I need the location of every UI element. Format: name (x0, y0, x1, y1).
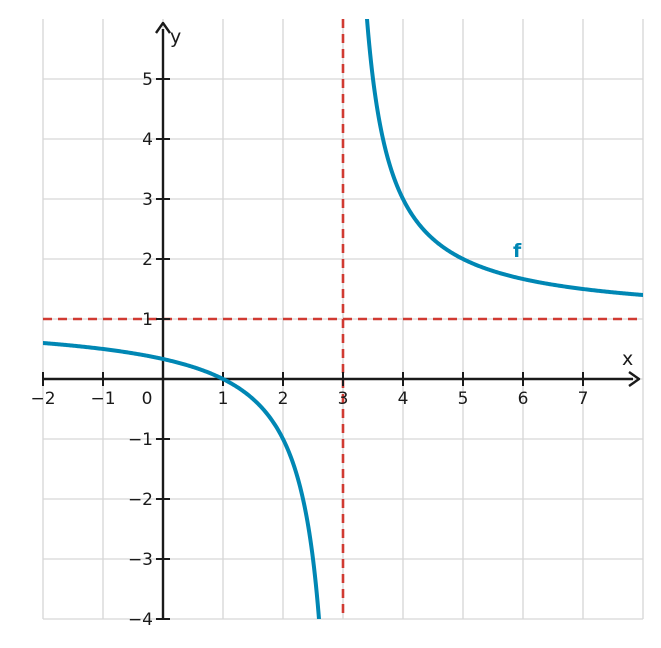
x-axis-arrow (628, 371, 641, 387)
x-tick-label: 2 (278, 389, 289, 409)
axes (43, 21, 641, 619)
series-label-f: f (513, 240, 522, 262)
y-axis-arrow (155, 21, 171, 34)
y-tick-label: 4 (142, 130, 153, 150)
y-tick-label: 3 (142, 190, 153, 210)
y-tick-label: 5 (142, 70, 153, 90)
y-tick-label: −3 (128, 550, 153, 570)
x-tick-label: −1 (90, 389, 115, 409)
y-tick-label: 1 (142, 310, 153, 330)
x-tick-label: 7 (578, 389, 589, 409)
x-axis-label: x (622, 348, 633, 370)
curves (43, 19, 643, 619)
y-tick-label: 2 (142, 250, 153, 270)
x-tick-label: 3 (338, 389, 349, 409)
curve-f-right-branch (365, 19, 643, 297)
x-tick-label: −2 (30, 389, 55, 409)
y-tick-label: −4 (128, 610, 153, 630)
x-tick-label: 5 (458, 389, 469, 409)
x-tick-label: 1 (218, 389, 229, 409)
y-tick-label: −2 (128, 490, 153, 510)
x-tick-label: 6 (518, 389, 529, 409)
y-tick-label: −1 (128, 430, 153, 450)
x-tick-label: 0 (142, 389, 153, 409)
asymptotes (43, 19, 643, 619)
x-tick-label: 4 (398, 389, 409, 409)
curve-f-left-branch (43, 341, 321, 619)
ticks: −2 −1 0 1 2 3 4 5 6 7 −4 −3 −2 −1 1 2 3 4 5 (30, 70, 588, 630)
y-axis-label: y (170, 26, 181, 48)
